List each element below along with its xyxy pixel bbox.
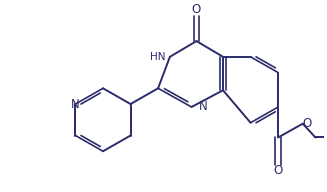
Text: HN: HN <box>150 52 166 62</box>
Text: O: O <box>192 3 201 16</box>
Text: N: N <box>71 98 80 111</box>
Text: O: O <box>302 117 311 130</box>
Text: N: N <box>198 100 207 113</box>
Text: O: O <box>273 164 283 177</box>
